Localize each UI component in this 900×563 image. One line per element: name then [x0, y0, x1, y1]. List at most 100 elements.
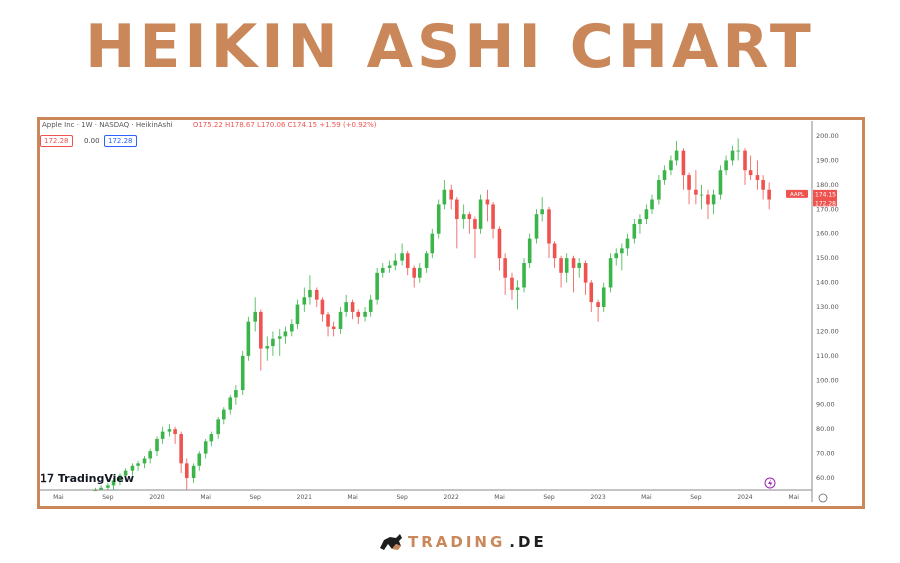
ohlc-readout: O175.22 H178.67 L170.06 C174.15 +1.59 (+… — [192, 121, 377, 129]
candle-body — [718, 170, 723, 195]
candle-body — [571, 258, 576, 268]
candle — [356, 309, 361, 325]
y-tick-label: 110.00 — [816, 352, 839, 360]
candle-body — [290, 324, 294, 332]
y-tick-label: 160.00 — [816, 230, 839, 238]
candle — [650, 194, 654, 215]
candle — [559, 255, 563, 288]
x-tick-label: Sep — [396, 494, 408, 501]
candle — [497, 226, 502, 271]
candle — [363, 307, 367, 322]
lightning-glyph-icon — [768, 479, 773, 488]
candle-body — [527, 238, 532, 264]
candle — [160, 426, 165, 444]
candle-body — [601, 287, 606, 308]
candle — [93, 487, 98, 492]
candle-body — [503, 258, 507, 278]
candle — [669, 155, 673, 176]
candle — [424, 250, 429, 273]
candle-body — [706, 194, 710, 205]
candle — [106, 482, 110, 490]
sell-button[interactable]: 172.28 — [40, 135, 73, 147]
candle — [277, 328, 282, 356]
x-tick-label: Mai — [788, 494, 799, 501]
candle-body — [167, 429, 172, 432]
candle-body — [412, 267, 416, 278]
candle — [718, 165, 723, 200]
candle — [674, 140, 679, 166]
candle-body — [614, 253, 619, 259]
x-tick-label: Mai — [347, 494, 358, 501]
x-tick-label: Mai — [200, 494, 211, 501]
x-tick-label: Sep — [102, 494, 114, 501]
candle — [608, 253, 613, 293]
candle — [527, 233, 532, 268]
candle — [632, 219, 637, 244]
candle — [222, 407, 226, 425]
y-tick-label: 200.00 — [816, 132, 839, 140]
candle — [111, 478, 116, 490]
candle-body — [681, 150, 686, 176]
candle — [736, 138, 740, 161]
candle — [755, 160, 760, 190]
candle-body — [515, 287, 520, 290]
candle — [644, 204, 649, 224]
y-tick-label: 120.00 — [816, 327, 839, 335]
candle — [375, 267, 379, 305]
candle-body — [625, 238, 630, 249]
candle-body — [356, 311, 361, 317]
candle-body — [253, 311, 258, 322]
candle-body — [478, 199, 483, 229]
candle — [657, 175, 661, 205]
candle — [412, 265, 416, 288]
candle-body — [522, 263, 526, 288]
candle-body — [748, 170, 753, 176]
candle — [724, 155, 728, 176]
candle — [515, 280, 520, 310]
candle-body — [326, 314, 330, 327]
candle-body — [173, 429, 177, 435]
candle — [748, 155, 753, 180]
symbol-label[interactable]: Apple Inc · 1W · NASDAQ · HeikinAshi — [42, 121, 173, 129]
candle-body — [160, 431, 165, 439]
candle — [571, 255, 576, 293]
x-tick-label: 2021 — [297, 494, 312, 501]
candle-body — [338, 311, 343, 329]
lightning-event-icon — [764, 477, 776, 489]
candle — [681, 148, 686, 190]
candle — [473, 216, 477, 259]
candle — [596, 299, 600, 322]
settings-gear-icon — [818, 493, 828, 503]
tradingview-logo-icon: 𝟣𝟩 — [40, 472, 54, 485]
candle — [503, 253, 507, 295]
candle-body — [387, 265, 392, 268]
y-tick-label: 60.00 — [816, 474, 835, 482]
candle — [564, 253, 569, 283]
candle — [620, 243, 624, 271]
buy-button[interactable]: 172.28 — [104, 135, 137, 147]
candle — [510, 272, 514, 300]
candle-body — [197, 453, 202, 466]
candle-body — [184, 463, 189, 479]
candle-body — [736, 150, 740, 152]
page-title: HEIKIN ASHI CHART — [85, 12, 815, 82]
candle — [142, 456, 147, 469]
candle — [430, 228, 435, 259]
candle — [209, 431, 214, 447]
candle — [418, 263, 422, 283]
candle — [583, 260, 588, 295]
candle — [400, 243, 404, 266]
candle — [344, 294, 348, 317]
candle — [706, 189, 710, 220]
candle — [589, 280, 594, 312]
candle — [271, 331, 275, 356]
candle-body — [99, 487, 103, 490]
candle — [711, 189, 716, 215]
candle-body — [699, 194, 704, 196]
candle-body — [363, 311, 367, 317]
candle-body — [136, 463, 140, 466]
candle — [442, 179, 447, 210]
bull-icon — [380, 534, 402, 550]
candle-body — [657, 179, 661, 200]
